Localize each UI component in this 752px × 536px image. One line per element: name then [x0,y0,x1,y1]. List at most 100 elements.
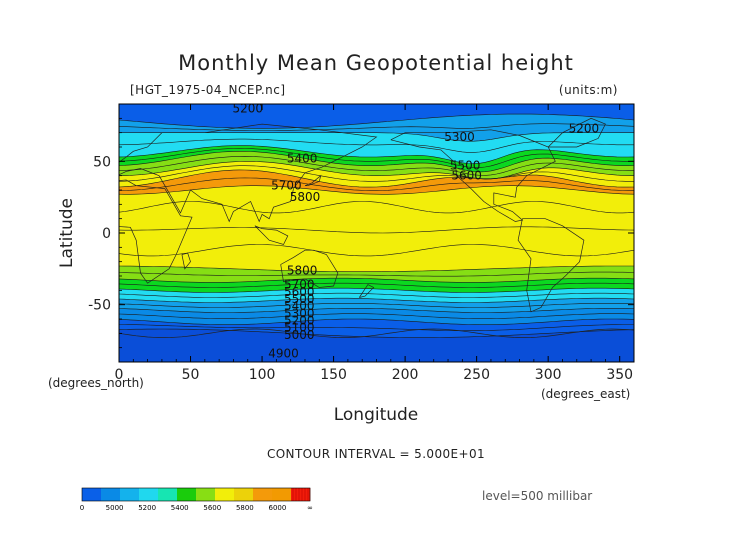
contour-line [119,151,634,173]
contour-line [119,297,634,303]
y-axis-title: Latitude [57,198,77,268]
y-axis: -50 0 50 [88,117,634,349]
coastline [304,174,322,187]
contour-label: 5000 [284,328,315,342]
contour-line [119,165,634,182]
units-label: (units:m) [559,83,618,97]
legend-label: 5600 [203,504,221,512]
contour-line [119,145,634,165]
x-tick-label: 150 [320,367,347,383]
contour-lines [119,113,634,338]
legend-label: 5800 [236,504,254,512]
x-tick-label: 100 [249,367,276,383]
x-axis: 0 50 100 150 200 250 300 350 [115,104,633,383]
contour-label: 5700 [284,278,315,292]
contour-label: 5100 [284,321,315,335]
x-tick-label: 0 [115,367,124,383]
legend-label: ∞ [307,504,313,512]
contour-label: 5400 [287,151,318,165]
legend-label: 5200 [138,504,156,512]
coastline [119,123,378,223]
contour-line [119,148,634,168]
source-file-label: [HGT_1975-04_NCEP.nc] [130,83,286,97]
coastline [280,249,339,288]
coastline [181,252,191,270]
filled-contour-bands [119,104,634,362]
contour-line [119,169,634,188]
contour-label: 5200 [284,313,315,327]
legend-frame [81,487,311,502]
contour-labels: 5200530052005400550056005700580058005700… [232,101,599,360]
legend-swatch [272,488,292,501]
contour-line [119,201,634,214]
legend-label: 5400 [171,504,189,512]
contour-label: 5300 [444,130,475,144]
contour-line [119,313,634,319]
contour-line [119,324,634,331]
legend-swatch [158,488,178,501]
legend-swatch [82,488,102,501]
y-tick-label: -50 [88,298,111,314]
legend-swatch [101,488,121,501]
legend-swatch [139,488,159,501]
legend-swatch [177,488,197,501]
legend-label: 5000 [106,504,124,512]
legend-swatch [234,488,254,501]
x-tick-label: 50 [182,367,200,383]
contour-line [119,303,634,308]
legend-swatch [196,488,216,501]
x-unit-label: (degrees_east) [541,387,630,401]
x-tick-label: 350 [606,367,633,383]
contour-line [119,318,634,325]
contour-line [119,244,634,257]
contour-label: 5800 [287,263,318,277]
level-text: level=500 millibar [482,489,592,503]
contour-line [119,277,634,283]
contour-line [119,138,634,153]
contour-line [119,265,634,272]
x-tick-label: 300 [535,367,562,383]
contour-band [119,329,634,362]
y-tick-label: 50 [93,154,111,170]
contour-label: 5500 [450,159,481,173]
contour-line [119,308,634,313]
contour-label: 5400 [284,299,315,313]
contour-line [119,155,634,176]
contour-line [119,161,634,180]
contour-label: 5500 [284,292,315,306]
contour-line [119,226,634,234]
contour-label: 5600 [284,285,315,299]
coastline [517,218,585,313]
contour-line [119,282,634,288]
x-axis-title: Longitude [334,405,419,425]
contour-label: 5800 [290,190,321,204]
contour-line [119,113,634,129]
legend-swatch [291,488,311,501]
legend-label: 0 [80,504,84,512]
contour-label: 5300 [284,306,315,320]
contour-interval-text: CONTOUR INTERVAL = 5.000E+01 [267,447,485,461]
contour-line [119,177,634,191]
contour-line [119,271,634,277]
coastline [359,284,375,298]
coastline [119,328,634,338]
x-tick-label: 200 [392,367,419,383]
plot-area: 5200530052005400550056005700580058005700… [118,101,635,363]
y-tick-label: 0 [102,226,111,242]
coastlines [119,117,634,338]
coastline [390,129,556,222]
legend-label: 6000 [269,504,287,512]
contour-line [119,123,634,131]
legend-swatch [215,488,235,501]
contour-label: 5700 [271,179,302,193]
contour-label: 5200 [232,101,263,115]
color-legend: 0 5000 5200 5400 5600 5800 6000 ∞ [80,487,313,512]
x-tick-label: 250 [463,367,490,383]
contour-label: 4900 [268,346,299,360]
chart-title: Monthly Mean Geopotential height [178,51,574,75]
contour-label: 5600 [451,169,482,183]
contour-label: 5200 [569,121,600,135]
coastline [119,179,193,284]
